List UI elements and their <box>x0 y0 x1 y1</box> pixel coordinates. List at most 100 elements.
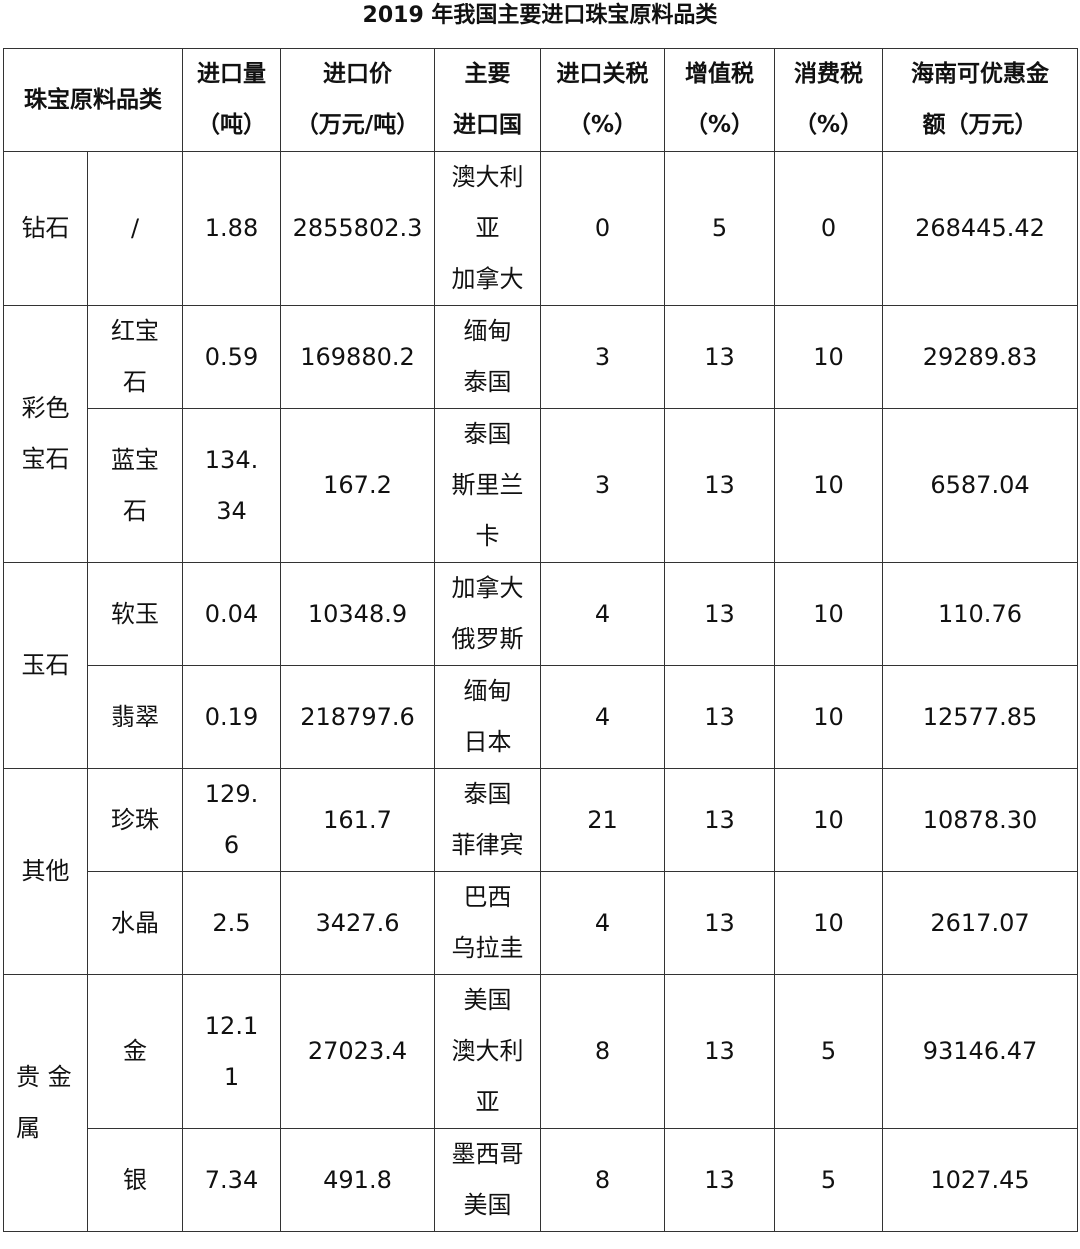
vat-cell: 13 <box>664 1128 775 1232</box>
tariff-cell: 3 <box>540 305 665 409</box>
table-row: 钻石/1.88 2855802.3 澳大利亚 加拿大 0 5 0 268445.42 <box>3 151 1078 306</box>
header-price: 进口价 （万元/吨） <box>280 48 435 152</box>
header-countries: 主要 进口国 <box>434 48 541 152</box>
discount-cell: 6587.04 <box>882 408 1078 563</box>
vat-cell: 13 <box>664 768 775 872</box>
quantity-cell: 2.5 <box>182 871 281 975</box>
category-group-cell: 钻石 <box>3 151 88 306</box>
price-cell: 10348.9 <box>280 562 435 666</box>
countries-cell: 墨西哥 美国 <box>434 1128 541 1232</box>
table-row: 其他 珍珠 129.6 161.7 泰国 菲律宾 21 13 10 10878.30 <box>3 768 1078 975</box>
tariff-cell: 4 <box>540 562 665 666</box>
consumption-cell: 5 <box>774 974 883 1129</box>
vat-cell: 5 <box>664 151 775 306</box>
item-cell: 红宝石 <box>87 305 183 409</box>
discount-cell: 12577.85 <box>882 665 1078 769</box>
country: 澳大利亚 <box>451 163 524 242</box>
discount-cell: 110.76 <box>882 562 1078 666</box>
tariff-cell: 4 <box>540 665 665 769</box>
countries-cell: 泰国 菲律宾 <box>434 768 541 872</box>
country: 泰国 <box>463 368 512 396</box>
consumption-cell: 10 <box>774 871 883 975</box>
category-group-cell: 其他 <box>3 768 88 975</box>
header-consumption: 消费税 （%） <box>774 48 883 152</box>
country: 菲律宾 <box>451 831 524 859</box>
countries-cell: 加拿大 俄罗斯 <box>434 562 541 666</box>
country: 斯里兰卡 <box>451 471 524 550</box>
country: 缅甸 <box>463 317 512 345</box>
consumption-cell: 10 <box>774 562 883 666</box>
country: 加拿大 <box>451 265 524 293</box>
item-cell: 蓝宝石 <box>87 408 183 563</box>
quantity-cell: 0.04 <box>182 562 281 666</box>
header-category: 珠宝原料品类 <box>3 48 183 152</box>
consumption-cell: 10 <box>774 665 883 769</box>
countries-cell: 缅甸 泰国 <box>434 305 541 409</box>
quantity-cell: 1.88 <box>182 151 281 306</box>
table-row: 水晶 2.5 3427.6 巴西 乌拉圭 4 13 10 2617.07 <box>4 871 1078 975</box>
countries-cell: 美国 澳大利亚 <box>434 974 541 1129</box>
price-cell: 491.8 <box>280 1128 435 1232</box>
country: 美国 <box>463 1191 512 1219</box>
country: 泰国 <box>463 420 512 448</box>
country: 俄罗斯 <box>451 625 524 653</box>
country: 澳大利亚 <box>451 1037 524 1116</box>
price-cell: 169880.2 <box>280 305 435 409</box>
discount-cell: 93146.47 <box>882 974 1078 1129</box>
header-row: 珠宝原料品类 进口量 （吨） 进口价 （万元/吨） 主要 进口国 进口关税 （%） 增值… <box>3 48 1078 152</box>
category-group-cell: 彩色宝石 <box>3 305 88 563</box>
header-tariff: 进口关税 （%） <box>540 48 665 152</box>
country: 泰国 <box>463 780 512 808</box>
tariff-cell: 0 <box>540 151 665 306</box>
country: 墨西哥 <box>451 1140 524 1168</box>
header-vat: 增值税 （%） <box>664 48 775 152</box>
vat-cell: 13 <box>664 562 775 666</box>
countries-cell: 巴西 乌拉圭 <box>434 871 541 975</box>
table-row: 彩色宝石 红宝石 0.59 169880.2 缅甸 泰国 3 13 10 29289.83 <box>3 305 1078 563</box>
header-quantity: 进口量 （吨） <box>182 48 281 152</box>
item-cell: 银 <box>87 1128 183 1232</box>
discount-cell: 29289.83 <box>882 305 1078 409</box>
table-row: 银 7.34 491.8 墨西哥 美国 8 13 5 1027.45 <box>4 1128 1078 1232</box>
item-cell: 水晶 <box>87 871 183 975</box>
table-row: 翡翠 0.19 218797.6 缅甸 日本 4 13 10 12577.85 <box>4 665 1078 769</box>
consumption-cell: 5 <box>774 1128 883 1232</box>
item-cell: 软玉 <box>87 562 183 666</box>
quantity-cell: 129.6 <box>182 768 281 872</box>
item-cell: 珍珠 <box>87 768 183 872</box>
vat-cell: 13 <box>664 305 775 409</box>
category-group-cell: 贵 金 属 <box>3 974 88 1232</box>
table-row: 贵 金 属金 12.11 27023.4 美国 澳大利亚 8 13 5 93146.47 <box>3 974 1078 1232</box>
vat-cell: 13 <box>664 408 775 563</box>
quantity-cell: 12.11 <box>182 974 281 1129</box>
price-cell: 218797.6 <box>280 665 435 769</box>
table-title: 2019 年我国主要进口珠宝原料品类 <box>362 3 718 28</box>
discount-cell: 2617.07 <box>882 871 1078 975</box>
tariff-cell: 8 <box>540 1128 665 1232</box>
price-cell: 27023.4 <box>280 974 435 1129</box>
consumption-cell: 10 <box>774 768 883 872</box>
vat-cell: 13 <box>664 974 775 1129</box>
discount-cell: 268445.42 <box>882 151 1078 306</box>
tariff-cell: 4 <box>540 871 665 975</box>
country: 美国 <box>463 986 512 1014</box>
country: 日本 <box>463 728 512 756</box>
country: 乌拉圭 <box>451 934 524 962</box>
item-cell: 翡翠 <box>87 665 183 769</box>
header-discount: 海南可优惠金 额（万元） <box>882 48 1078 152</box>
country: 缅甸 <box>463 677 512 705</box>
quantity-cell: 0.59 <box>182 305 281 409</box>
quantity-cell: 134.34 <box>182 408 281 563</box>
item-cell: 金 <box>87 974 183 1129</box>
countries-cell: 泰国 斯里兰卡 <box>434 408 541 563</box>
discount-cell: 1027.45 <box>882 1128 1078 1232</box>
table-row: 玉石 软玉 0.04 10348.9 加拿大 俄罗斯 4 13 10 110.76 <box>3 562 1078 769</box>
quantity-cell: 7.34 <box>182 1128 281 1232</box>
quantity-cell: 0.19 <box>182 665 281 769</box>
countries-cell: 澳大利亚 加拿大 <box>434 151 541 306</box>
discount-cell: 10878.30 <box>882 768 1078 872</box>
price-cell: 167.2 <box>280 408 435 563</box>
category-group-cell: 玉石 <box>3 562 88 769</box>
item-cell: / <box>87 151 183 306</box>
countries-cell: 缅甸 日本 <box>434 665 541 769</box>
